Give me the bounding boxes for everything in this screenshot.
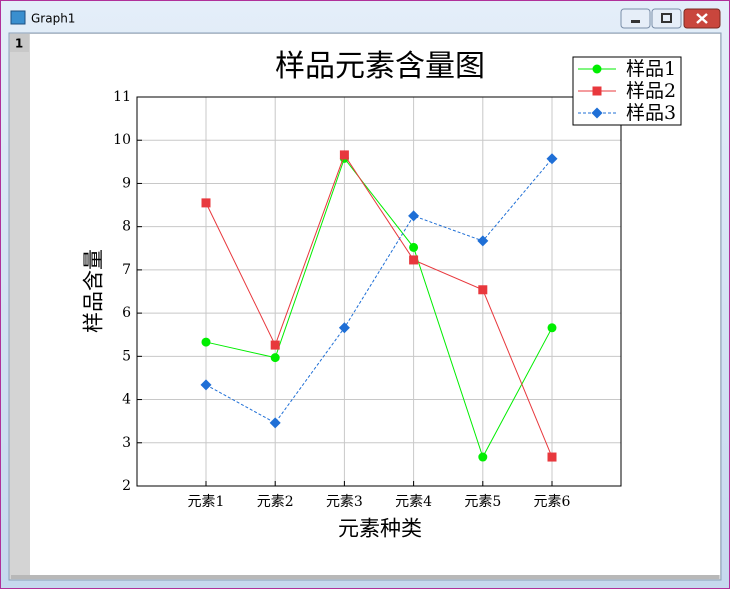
x-tick-label: 元素6 bbox=[534, 494, 571, 510]
marker bbox=[269, 417, 281, 429]
y-tick-label: 10 bbox=[113, 132, 131, 148]
minimize-button[interactable] bbox=[620, 8, 651, 29]
layer-tab[interactable] bbox=[10, 34, 29, 52]
chart-title: 样品元素含量图 bbox=[275, 49, 485, 84]
y-tick-label: 8 bbox=[122, 219, 131, 235]
y-axis-label: 样品含量 bbox=[82, 249, 106, 333]
marker bbox=[270, 340, 280, 350]
marker bbox=[478, 285, 488, 295]
marker bbox=[409, 242, 419, 252]
y-tick-label: 7 bbox=[122, 262, 131, 278]
marker bbox=[408, 210, 420, 222]
x-tick-label: 元素2 bbox=[257, 494, 294, 510]
x-tick-label: 元素3 bbox=[326, 494, 363, 510]
window-icon bbox=[10, 10, 26, 25]
legend-label: 样品1 bbox=[626, 58, 676, 80]
marker bbox=[547, 323, 557, 333]
close-icon bbox=[696, 13, 708, 24]
marker bbox=[201, 337, 211, 347]
legend-label: 样品3 bbox=[626, 102, 676, 124]
plot-background bbox=[137, 97, 621, 486]
layer-label: 1 bbox=[15, 37, 23, 51]
scrollbar bbox=[11, 575, 719, 579]
marker bbox=[547, 452, 557, 462]
y-tick-label: 4 bbox=[122, 392, 131, 408]
plot: 2 3 4 5 6 7 8 9 10 11 元素1 元素2 元素3 元素4 元素5 元素6 bbox=[113, 89, 622, 510]
x-tick-label: 元素4 bbox=[395, 494, 432, 510]
x-tick-label: 元素5 bbox=[464, 494, 501, 510]
y-tick-label: 3 bbox=[122, 435, 131, 451]
plot-frame bbox=[136, 96, 622, 487]
maximize-icon bbox=[661, 13, 672, 23]
marker bbox=[201, 198, 211, 208]
marker bbox=[546, 153, 558, 165]
x-tick-label: 元素1 bbox=[188, 494, 225, 510]
legend-marker bbox=[592, 64, 602, 74]
marker bbox=[478, 452, 488, 462]
marker bbox=[338, 322, 350, 334]
minimize-icon bbox=[631, 20, 640, 23]
x-axis-label: 元素种类 bbox=[338, 517, 422, 541]
series-line bbox=[205, 153, 553, 458]
series-line bbox=[205, 158, 553, 424]
marker bbox=[477, 235, 489, 247]
series-line bbox=[205, 157, 553, 459]
y-tick-label: 11 bbox=[113, 89, 131, 105]
y-tick-label: 9 bbox=[122, 175, 131, 191]
legend-marker bbox=[591, 107, 603, 119]
marker bbox=[200, 379, 212, 391]
maximize-button[interactable] bbox=[651, 8, 682, 29]
marker bbox=[339, 150, 349, 160]
marker bbox=[270, 353, 280, 363]
marker bbox=[409, 255, 419, 265]
legend-label: 样品2 bbox=[626, 80, 676, 102]
legend-marker bbox=[592, 86, 602, 96]
y-tick-label: 2 bbox=[122, 478, 131, 494]
y-tick-label: 6 bbox=[122, 305, 131, 321]
y-tick-label: 5 bbox=[122, 348, 131, 364]
window-title: Graph1 bbox=[31, 12, 75, 26]
